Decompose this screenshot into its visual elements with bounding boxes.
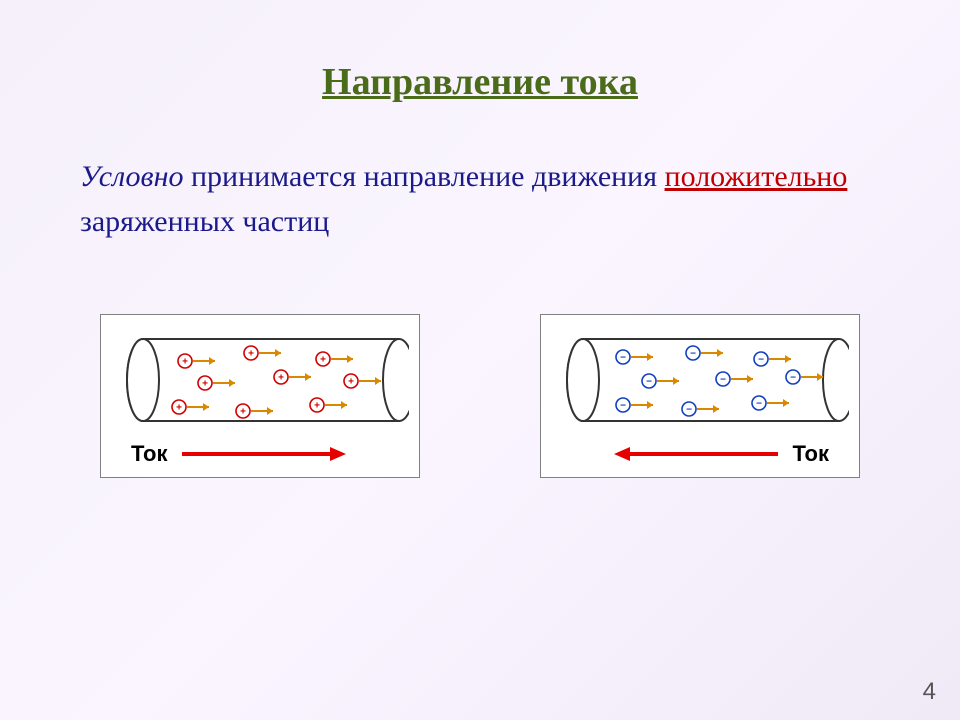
svg-text:−: − [756, 399, 762, 410]
svg-text:+: + [348, 377, 354, 388]
svg-text:+: + [202, 379, 208, 390]
svg-text:+: + [314, 401, 320, 412]
tok-label-right: Ток [792, 441, 829, 467]
cylinder-left-svg: + + + + + + + + + [113, 325, 409, 435]
svg-text:−: − [620, 353, 626, 364]
svg-text:+: + [182, 357, 188, 368]
svg-text:−: − [646, 377, 652, 388]
svg-text:+: + [240, 407, 246, 418]
page-title: Направление тока [60, 60, 900, 104]
label-row-left: Ток [113, 441, 407, 467]
label-row-right: Ток [553, 441, 847, 467]
svg-text:−: − [620, 401, 626, 412]
tok-label-left: Ток [131, 441, 168, 467]
subtitle-tail: заряженных частиц [80, 205, 329, 238]
svg-text:−: − [720, 375, 726, 386]
svg-text:−: − [790, 373, 796, 384]
page-number: 4 [923, 678, 936, 706]
diagram-left-box: + + + + + + + + + Ток [100, 314, 420, 478]
cylinder-right: − − − − − − − − − [553, 325, 847, 435]
svg-text:+: + [320, 355, 326, 366]
svg-text:+: + [278, 373, 284, 384]
diagram-right-box: − − − − − − − − − Ток [540, 314, 860, 478]
svg-text:−: − [690, 349, 696, 360]
subtitle-word2: положительно [665, 160, 848, 193]
diagram-row: + + + + + + + + + Ток − − − − − − − − − Ток [60, 314, 900, 478]
svg-text:−: − [758, 355, 764, 366]
subtitle-word1: Условно [80, 160, 183, 193]
cylinder-left: + + + + + + + + + [113, 325, 407, 435]
svg-text:−: − [686, 405, 692, 416]
subtitle-mid: принимается направление движения [183, 160, 664, 193]
tok-arrow-right-icon [178, 444, 348, 464]
svg-text:+: + [248, 349, 254, 360]
cylinder-right-svg: − − − − − − − − − [553, 325, 849, 435]
svg-text:+: + [176, 403, 182, 414]
subtitle-text: Условно принимается направление движения… [80, 154, 900, 244]
tok-arrow-left-icon [612, 444, 782, 464]
